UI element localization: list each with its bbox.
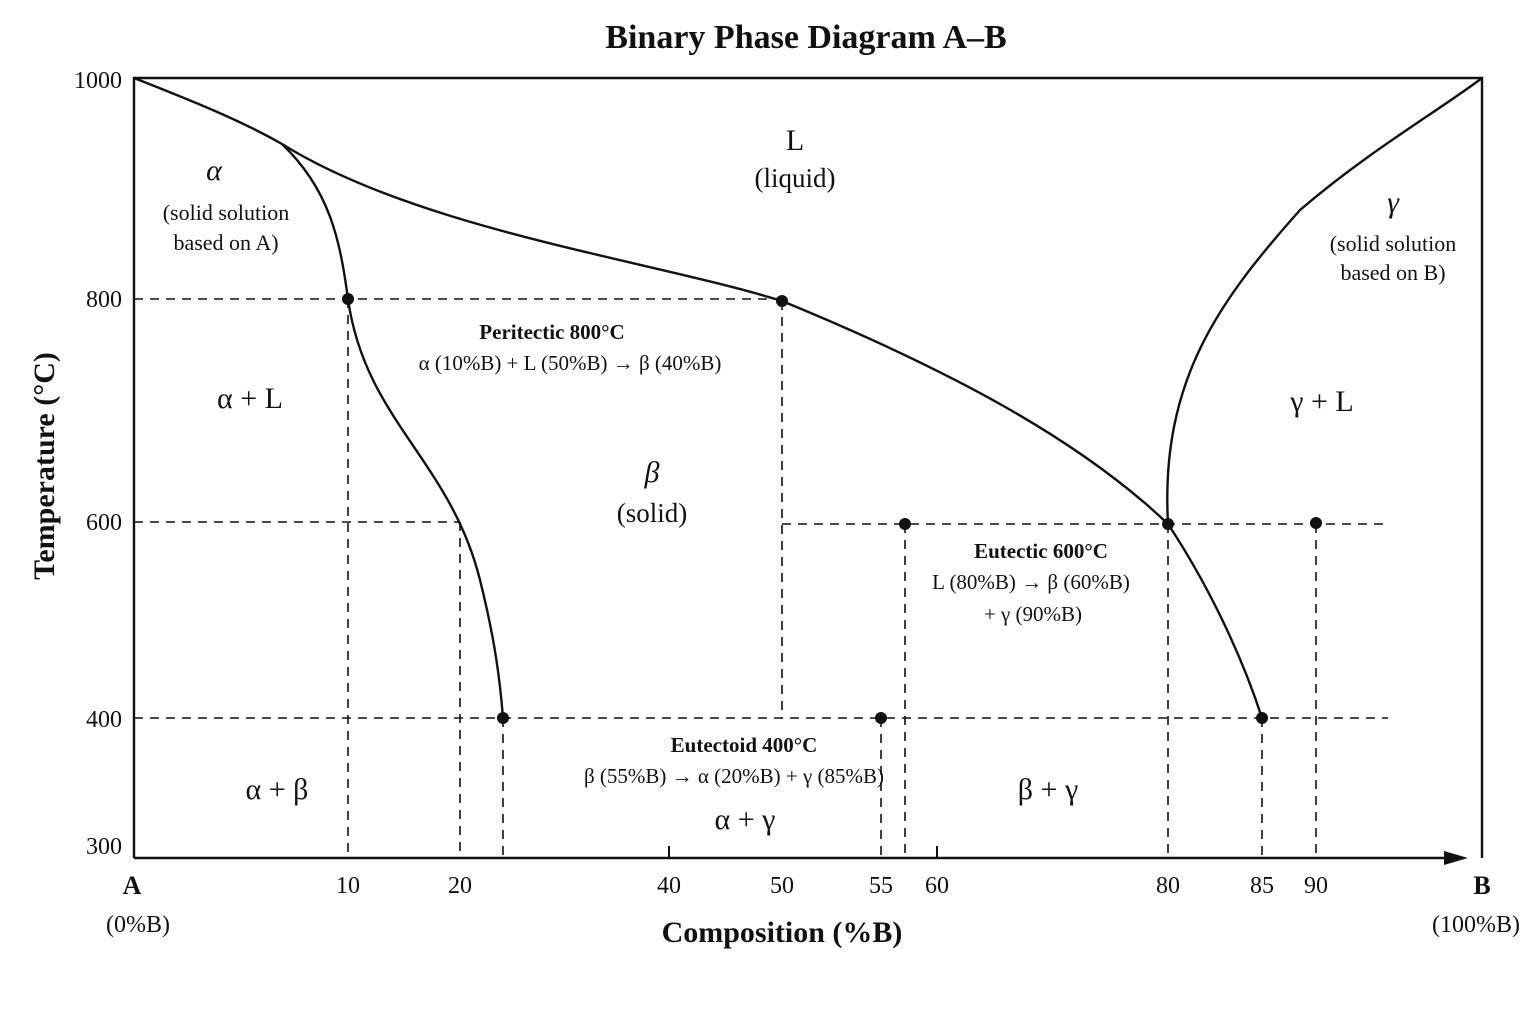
region-alpha-l: α + L — [217, 382, 283, 415]
dashed-guides — [134, 298, 1388, 858]
point-eutectoid-85 — [1256, 712, 1268, 724]
eutectic-title: Eutectic 600°C — [974, 539, 1108, 563]
end-label-b-sub: (100%B) — [1432, 912, 1520, 938]
region-gamma-l: γ + L — [1289, 385, 1354, 418]
end-label-a-sub: (0%B) — [106, 912, 170, 938]
point-eutectic-57 — [899, 518, 911, 530]
point-eutectic-90 — [1310, 517, 1322, 529]
y-axis-title: Temperature (°C) — [28, 352, 61, 580]
x-tick-80: 80 — [1156, 873, 1180, 899]
eutectic-line1: L (80%B) → β (60%B) — [932, 570, 1130, 594]
x-tick-40: 40 — [657, 873, 681, 899]
eutectoid-title: Eutectoid 400°C — [671, 733, 818, 757]
x-axis-arrow-icon — [1444, 851, 1468, 865]
point-eutectoid-22 — [497, 712, 509, 724]
region-alpha-sub1: (solid solution — [163, 200, 290, 225]
x-tick-90: 90 — [1304, 873, 1328, 899]
x-tick-20: 20 — [448, 873, 472, 899]
x-tick-60: 60 — [925, 873, 949, 899]
region-beta-gamma: β + γ — [1018, 773, 1078, 806]
invariant-points — [342, 293, 1322, 724]
point-eutectic-80 — [1162, 518, 1174, 530]
region-liquid-sub: (liquid) — [755, 163, 836, 193]
solidus-alpha — [281, 143, 505, 719]
reaction-annotations: Peritectic 800°C α (10%B) + L (50%B) → β… — [419, 320, 1130, 788]
y-tick-400: 400 — [86, 707, 122, 733]
region-labels: L (liquid) α (solid solution based on A)… — [163, 124, 1457, 836]
solvus-beta-gamma — [1166, 523, 1264, 719]
region-liquid-label: L — [786, 124, 804, 157]
x-tick-10: 10 — [336, 873, 360, 899]
region-alpha-label: α — [206, 154, 223, 187]
peritectic-title: Peritectic 800°C — [479, 320, 624, 344]
region-alpha-sub2: based on A) — [173, 230, 278, 255]
region-alpha-gamma: α + γ — [715, 803, 776, 836]
point-eutectoid-55 — [875, 712, 887, 724]
liquidus-main — [281, 142, 1169, 525]
peritectic-reaction: α (10%B) + L (50%B) → β (40%B) — [419, 351, 722, 375]
point-peritectic-50 — [776, 295, 788, 307]
x-axis-ticks: 10 20 40 50 55 60 80 85 90 — [336, 846, 1328, 899]
point-peritectic-10 — [342, 293, 354, 305]
liquidus-b-side — [1166, 77, 1483, 525]
y-tick-300: 300 — [86, 834, 122, 860]
end-label-a: A — [123, 871, 142, 900]
region-beta-sub: (solid) — [617, 498, 688, 528]
y-tick-800: 800 — [86, 287, 122, 313]
x-axis-title: Composition (%B) — [662, 916, 903, 949]
y-tick-600: 600 — [86, 510, 122, 536]
end-label-b: B — [1473, 871, 1490, 900]
x-tick-50: 50 — [770, 873, 794, 899]
liquidus-a-side — [133, 76, 283, 146]
plot-frame — [132, 76, 1484, 858]
region-gamma-sub2: based on B) — [1340, 260, 1445, 285]
y-axis-ticks: 1000 800 600 400 300 — [74, 68, 122, 860]
region-gamma-label: γ — [1387, 186, 1400, 219]
diagram-title: Binary Phase Diagram A–B — [605, 19, 1006, 56]
region-gamma-sub1: (solid solution — [1330, 231, 1457, 256]
y-tick-1000: 1000 — [74, 68, 122, 94]
region-alpha-beta: α + β — [246, 773, 309, 806]
eutectoid-reaction: β (55%B) → α (20%B) + γ (85%B) — [584, 764, 884, 788]
eutectic-line2: + γ (90%B) — [984, 602, 1082, 626]
x-tick-85: 85 — [1250, 873, 1274, 899]
region-beta-label: β — [644, 456, 660, 489]
x-tick-55: 55 — [869, 873, 893, 899]
